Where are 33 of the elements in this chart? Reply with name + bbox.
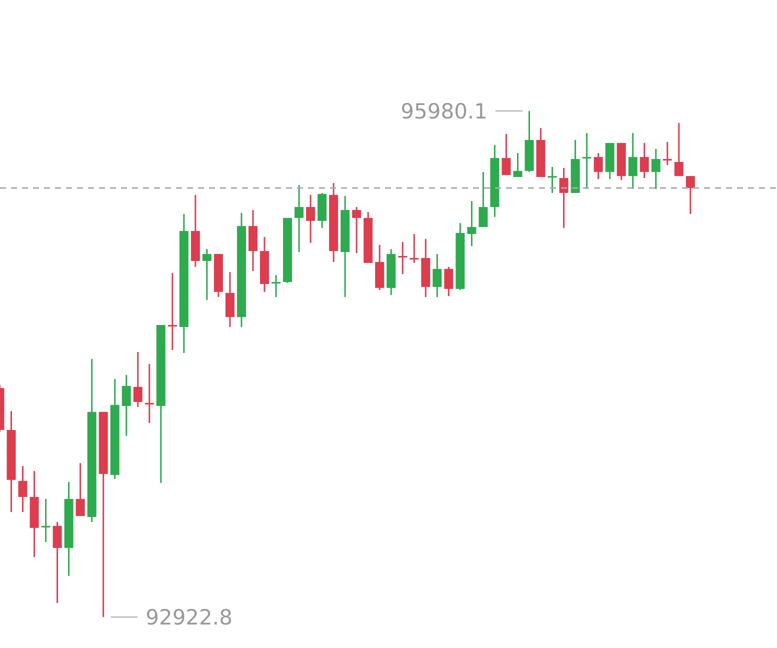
candlestick — [651, 148, 660, 190]
candlestick — [513, 152, 522, 178]
candlestick — [686, 175, 695, 215]
candlestick — [674, 122, 684, 177]
candlestick — [559, 167, 568, 229]
candlestick — [76, 462, 85, 517]
candlestick — [502, 133, 511, 176]
candlestick — [640, 142, 649, 179]
candlestick — [41, 498, 50, 543]
candlestick — [272, 274, 281, 298]
candlestick — [628, 132, 638, 190]
candlestick — [398, 241, 408, 275]
candlestick — [548, 166, 557, 194]
candlestick — [306, 194, 316, 244]
candlestick — [432, 253, 442, 298]
annotation: 95980.1 — [400, 99, 488, 124]
annotation: 92922.8 — [146, 605, 232, 630]
candlestick — [202, 248, 212, 301]
candlestick — [122, 374, 131, 437]
candlestick — [18, 465, 28, 513]
candlestick — [444, 266, 454, 297]
candlestick — [478, 171, 488, 228]
candlestick — [133, 351, 142, 408]
candlestick — [52, 521, 62, 604]
candlestick — [410, 233, 419, 264]
candlestick — [662, 141, 672, 166]
candlestick — [144, 363, 154, 424]
candlestick — [467, 200, 476, 247]
candlestick — [582, 132, 592, 190]
candlestick — [594, 152, 603, 180]
candlestick — [294, 184, 304, 253]
candlestick — [168, 272, 177, 351]
candlestick — [352, 206, 362, 254]
